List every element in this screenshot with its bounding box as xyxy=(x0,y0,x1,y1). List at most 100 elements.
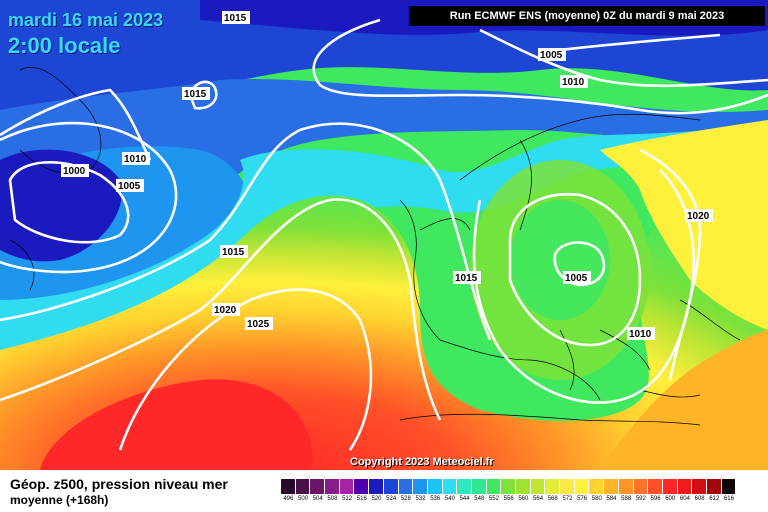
isobar-label: 1015 xyxy=(455,273,478,284)
legend-swatch xyxy=(677,479,693,494)
isobar-1010-north xyxy=(479,28,768,88)
legend-swatch xyxy=(545,479,561,494)
isobar-1025-high xyxy=(118,288,373,451)
field-euro-low-core xyxy=(510,200,610,320)
map-footer: Géop. z500, pression niveau mer moyenne … xyxy=(0,470,768,512)
legend-label: 556 xyxy=(503,496,514,502)
legend-swatch xyxy=(721,479,737,494)
isobar-label: 1020 xyxy=(687,211,710,222)
legend-label: 520 xyxy=(371,496,382,502)
isobar-label: 1015 xyxy=(222,247,245,258)
legend-label: 548 xyxy=(474,496,485,502)
legend-swatch xyxy=(442,479,458,494)
run-info: Run ECMWF ENS (moyenne) 0Z du mardi 9 ma… xyxy=(409,6,765,26)
legend-swatch xyxy=(486,479,502,494)
legend-swatch xyxy=(427,479,443,494)
isobar-1000-low xyxy=(8,160,130,244)
legend-swatch xyxy=(530,479,546,494)
legend-swatch xyxy=(516,479,531,494)
legend-label: 600 xyxy=(665,496,676,502)
legend-swatches xyxy=(281,479,737,494)
isobar-1005-north xyxy=(559,33,721,52)
isobar-label: 1000 xyxy=(63,166,86,177)
isobar-1015-mid xyxy=(0,122,492,341)
legend-swatch xyxy=(369,479,384,494)
legend-label: 532 xyxy=(415,496,426,502)
legend-swatch xyxy=(325,479,340,494)
legend-label: 528 xyxy=(400,496,411,502)
isobar-1010-low xyxy=(0,88,152,161)
legend-swatch xyxy=(310,479,326,494)
legend-label: 592 xyxy=(635,496,646,502)
legend-swatch xyxy=(692,479,707,494)
legend-label: 524 xyxy=(386,496,397,502)
legend-labels: 496 500 504 508 512 516 520 524 528 532 536 540 544 5… xyxy=(281,496,736,502)
isobar-label: 1010 xyxy=(629,329,652,340)
legend-label: 572 xyxy=(562,496,573,502)
field-east-yellow xyxy=(600,120,768,330)
legend-label: 552 xyxy=(488,496,499,502)
legend-swatch xyxy=(354,479,370,494)
legend-swatch xyxy=(471,479,487,494)
isobar-labels: 1015 1015 1010 1000 1005 1015 1020 1025 … xyxy=(61,11,713,340)
legend-label: 604 xyxy=(679,496,690,502)
isobar-label: 1005 xyxy=(540,50,563,61)
field-east-orange xyxy=(600,330,768,470)
field-band-blue xyxy=(0,78,768,301)
isobar-1010-east xyxy=(508,192,642,347)
legend-swatch xyxy=(648,479,663,494)
isobar-label: 1010 xyxy=(562,77,585,88)
isobars xyxy=(0,18,768,451)
legend-swatch xyxy=(398,479,414,494)
isobar-1015-east xyxy=(472,169,696,404)
legend-swatch xyxy=(457,479,472,494)
isobar-1020-east xyxy=(639,148,702,381)
legend-label: 540 xyxy=(444,496,455,502)
legend-swatch xyxy=(633,479,649,494)
isobar-1015-greenland xyxy=(188,80,218,110)
legend-swatch xyxy=(383,479,399,494)
legend-label: 596 xyxy=(650,496,661,502)
isobar-label: 1020 xyxy=(214,305,237,316)
field-trough-center xyxy=(0,149,122,262)
legend-label: 496 xyxy=(283,496,294,502)
coastlines xyxy=(9,67,741,426)
legend-label: 616 xyxy=(723,496,734,502)
isobar-1005-low xyxy=(0,121,178,274)
isobar-label: 1015 xyxy=(224,13,247,24)
isobar-1015-north xyxy=(312,18,768,115)
legend-swatch xyxy=(706,479,722,494)
isobar-label: 1015 xyxy=(184,89,207,100)
legend-label: 584 xyxy=(606,496,617,502)
legend-label: 612 xyxy=(709,496,720,502)
isobar-1020-mid xyxy=(0,198,442,421)
legend-swatch xyxy=(560,479,575,494)
map-title: Géop. z500, pression niveau mer xyxy=(10,476,228,492)
legend-swatch xyxy=(589,479,605,494)
isobar-1005-east xyxy=(553,241,606,287)
legend-swatch xyxy=(501,479,516,494)
forecast-time: 2:00 locale xyxy=(8,33,121,58)
field-band-darkblue xyxy=(0,0,768,150)
isobar-label: 1025 xyxy=(247,319,270,330)
legend-label: 568 xyxy=(547,496,558,502)
legend-label: 508 xyxy=(327,496,338,502)
legend-swatch xyxy=(295,479,311,494)
legend-swatch xyxy=(618,479,634,494)
color-legend: 496 500 504 508 512 516 520 524 528 532 536 540 544 5… xyxy=(281,479,737,502)
legend-label: 564 xyxy=(533,496,544,502)
legend-label: 560 xyxy=(518,496,529,502)
legend-swatch xyxy=(604,479,619,494)
legend-label: 580 xyxy=(591,496,602,502)
legend-swatch xyxy=(339,479,355,494)
isobar-label: 1010 xyxy=(124,154,147,165)
legend-label: 512 xyxy=(342,496,353,502)
legend-label: 576 xyxy=(577,496,588,502)
legend-label: 516 xyxy=(356,496,367,502)
legend-label: 500 xyxy=(298,496,309,502)
isobar-label: 1005 xyxy=(118,181,141,192)
geopotential-map: 1015 1015 1010 1000 1005 1015 1020 1025 … xyxy=(0,0,768,470)
isobar-label: 1005 xyxy=(565,273,588,284)
legend-swatch xyxy=(574,479,590,494)
map-subtitle: moyenne (+168h) xyxy=(10,493,109,507)
